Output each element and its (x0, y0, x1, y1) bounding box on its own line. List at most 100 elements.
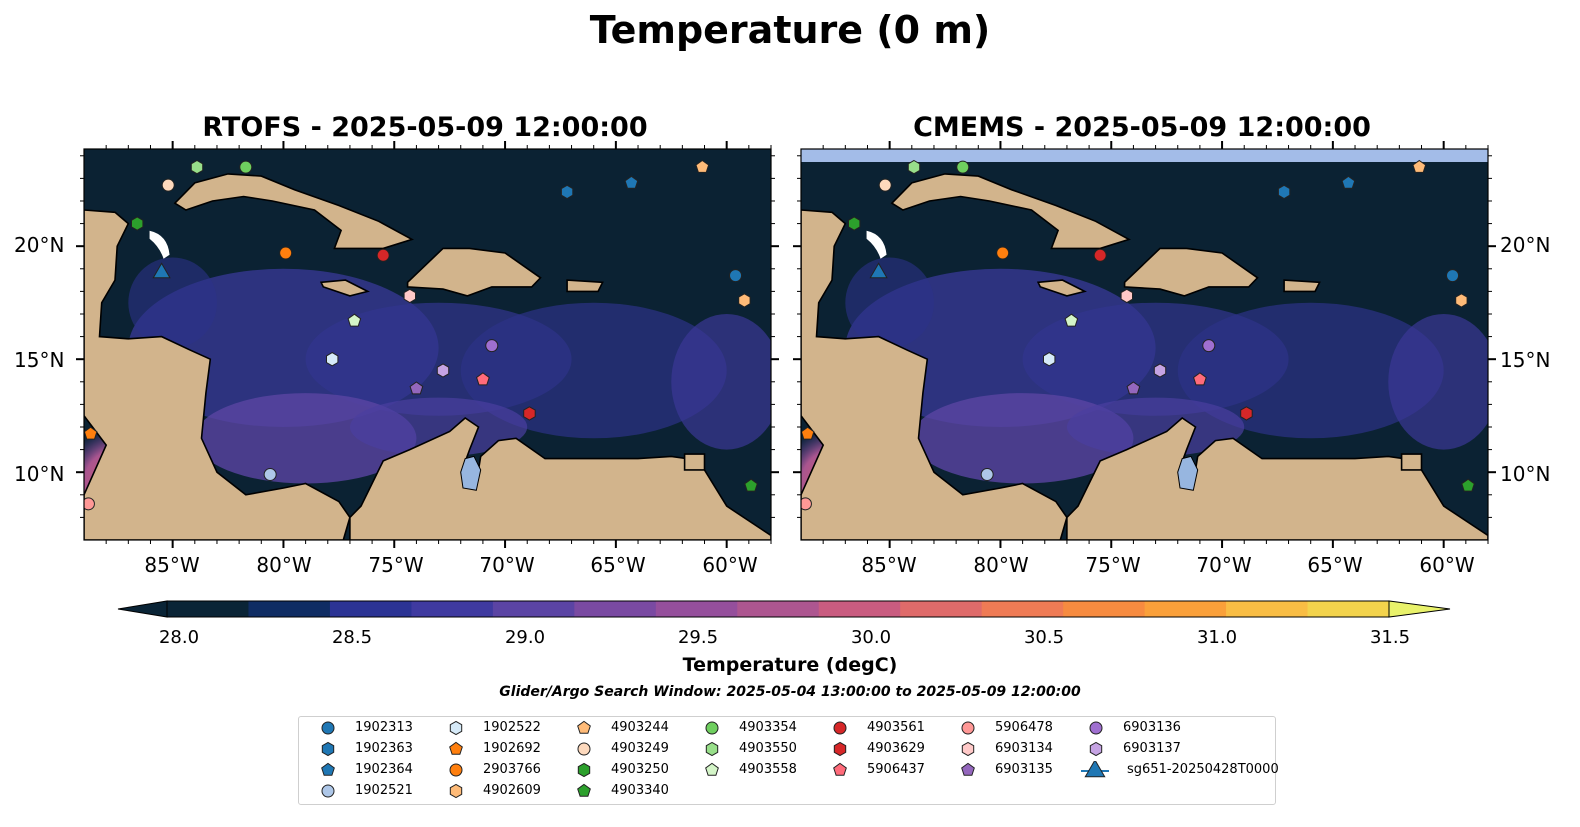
float-marker-4903244 (695, 159, 710, 173)
hexagon-marker (449, 720, 463, 736)
circle-marker (1089, 721, 1103, 735)
colorbar-segment (1307, 601, 1390, 617)
circle-marker (833, 721, 847, 735)
colorbar-tick: 30.5 (1023, 627, 1065, 648)
lat-label-left-10n: 10°N (14, 462, 65, 486)
hexagon-marker-icon (449, 783, 463, 799)
float-marker-sg651-20250428T0000 (869, 262, 888, 279)
colorbar-extend-min (117, 600, 168, 618)
hexagon-marker (321, 741, 335, 757)
legend-label: 4903629 (867, 741, 925, 756)
colorbar-segment (167, 601, 249, 617)
colorbar-extend-max (1388, 600, 1451, 618)
float-marker-4903250 (131, 216, 144, 231)
float-marker-4903244 (1412, 159, 1427, 173)
pentagon-marker (577, 783, 591, 797)
sst-anomaly-patch (460, 302, 727, 439)
float-marker-6903134 (1120, 288, 1133, 304)
legend-label: 4903550 (739, 741, 797, 756)
land-mass (1066, 416, 1488, 540)
float-marker-6903137 (1153, 363, 1167, 378)
colorbar-tick: 29.5 (677, 627, 719, 648)
colorbar-segment (329, 601, 412, 617)
colorbar-segment (737, 601, 820, 617)
map-frame (83, 148, 772, 541)
pentagon-marker (705, 762, 719, 776)
land-mass (406, 247, 542, 297)
legend: 1902313 1902363 1902364 1902521 1902522 19026… (298, 716, 1279, 805)
sst-anomaly-patch (128, 257, 217, 348)
legend-label: 6903136 (1123, 720, 1181, 735)
legend-label: 5906437 (867, 762, 925, 777)
land-mass (349, 416, 771, 540)
hexagon-marker (705, 741, 719, 757)
map-frame (800, 148, 1489, 541)
lat-label-right-20n: 20°N (1500, 233, 1551, 257)
pentagon-marker (961, 762, 975, 776)
triangle-marker (1084, 761, 1106, 778)
colorbar-tick: 29.0 (504, 627, 546, 648)
sst-anomaly-patch (671, 314, 771, 450)
float-marker-1902313 (729, 269, 743, 283)
legend-label: 4902609 (483, 783, 541, 798)
colorbar-segment (248, 601, 331, 617)
float-marker-4903561 (376, 248, 390, 262)
hexagon-marker-icon (449, 720, 463, 736)
float-marker-4903249 (161, 178, 175, 192)
land-mass (890, 173, 1132, 250)
hexagon-marker (577, 762, 591, 778)
float-marker-1902692 (801, 426, 815, 440)
float-marker-4903340 (1461, 478, 1475, 492)
legend-label: 6903134 (995, 741, 1053, 756)
land-mass (1036, 279, 1087, 297)
lon-label-left-65w: 65°W (590, 553, 646, 577)
colorbar-segment (574, 601, 657, 617)
float-marker-1902313 (1446, 269, 1460, 283)
land-mass (683, 453, 706, 471)
float-marker-4903354 (239, 160, 253, 174)
search-window-label: Glider/Argo Search Window: 2025-05-04 13… (499, 684, 1081, 700)
float-marker-4903629 (1240, 406, 1253, 421)
pentagon-marker-icon (577, 720, 591, 734)
legend-label: sg651-20250428T0000 (1127, 762, 1279, 777)
lat-label-left-20n: 20°N (14, 233, 65, 257)
land-mass (319, 279, 370, 297)
float-marker-1902521 (263, 467, 277, 481)
hexagon-marker (961, 741, 975, 757)
legend-label: 5906478 (995, 720, 1053, 735)
land-mass (84, 209, 351, 540)
float-marker-1902363 (1277, 184, 1291, 200)
colorbar-tick: 31.0 (1196, 627, 1238, 648)
colorbar-tick: 31.5 (1369, 627, 1411, 648)
sst-anomaly-patch (1177, 302, 1444, 439)
colorbar-tick: 28.0 (158, 627, 200, 648)
circle-marker (449, 763, 463, 777)
float-marker-6903134 (403, 288, 416, 304)
hexagon-marker (449, 783, 463, 799)
pentagon-marker-icon (321, 762, 335, 776)
sst-anomaly-patch (845, 257, 934, 348)
float-marker-4903558 (1064, 313, 1079, 327)
lon-label-left-70w: 70°W (479, 553, 535, 577)
lake-maracaibo (460, 455, 482, 491)
cmems-panel-title: CMEMS - 2025-05-09 12:00:00 (913, 112, 1371, 143)
pentagon-marker-icon (833, 762, 847, 776)
hexagon-marker-icon (321, 741, 335, 757)
rtofs-panel-title: RTOFS - 2025-05-09 12:00:00 (202, 112, 648, 143)
circle-marker-icon (705, 721, 719, 735)
lon-label-left-80w: 80°W (256, 553, 312, 577)
lon-label-left-60w: 60°W (702, 553, 758, 577)
float-marker-1902522 (1043, 352, 1056, 367)
float-marker-4903550 (907, 159, 921, 175)
land-mass (1283, 279, 1321, 293)
land-mass (1123, 247, 1259, 297)
float-marker-4903340 (744, 478, 758, 492)
float-marker-5906478 (84, 497, 95, 511)
float-marker-6903137 (436, 363, 450, 378)
float-marker-1902364 (624, 175, 639, 189)
circle-marker-icon (577, 742, 591, 756)
legend-label: 4903354 (739, 720, 797, 735)
sst-anomaly-patch (1388, 314, 1488, 450)
lon-label-right-60w: 60°W (1419, 553, 1475, 577)
circle-marker-icon (321, 721, 335, 735)
